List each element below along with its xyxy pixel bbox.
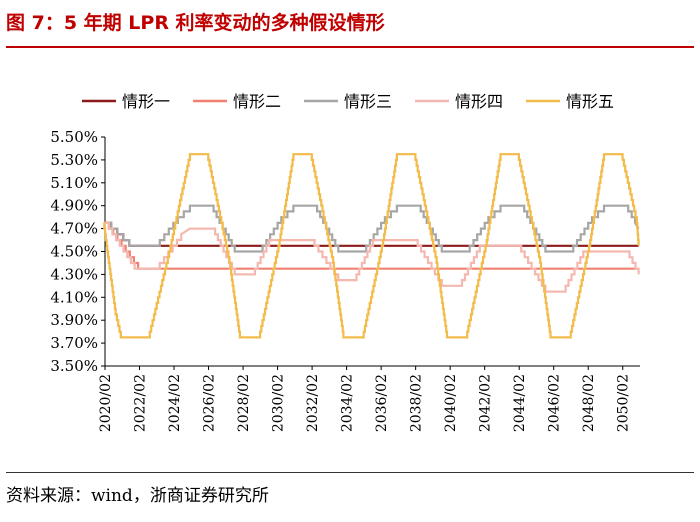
y-tick-label: 5.30% [50, 151, 98, 169]
x-tick-label: 2020/02 [98, 374, 114, 432]
series-line-情形四 [104, 221, 640, 293]
x-tick-label: 2026/02 [202, 374, 218, 432]
x-tick-label: 2024/02 [167, 374, 183, 432]
y-tick-label: 4.50% [50, 243, 98, 261]
y-tick-label: 4.10% [50, 288, 98, 306]
x-tick-label: 2022/02 [133, 374, 149, 432]
y-tick-label: 4.90% [50, 197, 98, 215]
source-note: 资料来源：wind，浙商证券研究所 [6, 486, 269, 506]
series-line-情形五 [103, 153, 640, 339]
series-line-情形三 [104, 204, 640, 253]
y-tick-label: 3.50% [50, 357, 98, 375]
x-tick-label: 2038/02 [409, 374, 425, 432]
y-tick-label: 3.70% [50, 334, 98, 352]
legend-item: 情形三 [304, 92, 392, 111]
x-tick-label: 2036/02 [374, 374, 390, 432]
legend-label: 情形三 [344, 92, 392, 111]
title-divider [6, 46, 694, 48]
legend-label: 情形一 [122, 92, 170, 111]
legend-label: 情形四 [455, 92, 503, 111]
x-tick-label: 2030/02 [271, 374, 287, 432]
x-tick-label: 2048/02 [581, 374, 597, 432]
lpr-line-chart: 情形一 情形二 情形三 情形四 情形五 3.50% 3.70% 3.90% 4.10% 4.30… [50, 92, 640, 432]
figure-title: 图 7：5 年期 LPR 利率变动的多种假设情形 [6, 12, 385, 34]
x-tick-label: 2028/02 [236, 374, 252, 432]
x-tick-label: 2032/02 [305, 374, 321, 432]
y-tick-label: 4.30% [50, 265, 98, 283]
y-axis: 3.50% 3.70% 3.90% 4.10% 4.30% 4.50% 4.70% 4.90%… [50, 128, 106, 375]
legend-item: 情形一 [82, 92, 170, 111]
legend-label: 情形五 [566, 92, 614, 111]
x-tick-label: 2034/02 [340, 374, 356, 432]
x-tick-label: 2040/02 [443, 374, 459, 432]
legend-item: 情形四 [415, 92, 503, 111]
plot-lines [103, 153, 640, 339]
x-tick-label: 2050/02 [616, 374, 632, 432]
x-tick-label: 2042/02 [478, 374, 494, 432]
legend-label: 情形二 [233, 92, 281, 111]
x-axis: 2020/02 2022/02 2024/02 2026/02 2028/02 2030/… [98, 365, 640, 432]
x-tick-label: 2046/02 [547, 374, 563, 432]
y-tick-label: 5.10% [50, 174, 98, 192]
legend-item: 情形二 [193, 92, 281, 111]
y-tick-label: 5.50% [50, 128, 98, 146]
x-tick-label: 2044/02 [512, 374, 528, 432]
source-divider [6, 472, 694, 473]
legend-item: 情形五 [526, 92, 614, 111]
y-tick-label: 3.90% [50, 311, 98, 329]
chart-legend: 情形一 情形二 情形三 情形四 情形五 [82, 92, 614, 111]
y-tick-label: 4.70% [50, 220, 98, 238]
